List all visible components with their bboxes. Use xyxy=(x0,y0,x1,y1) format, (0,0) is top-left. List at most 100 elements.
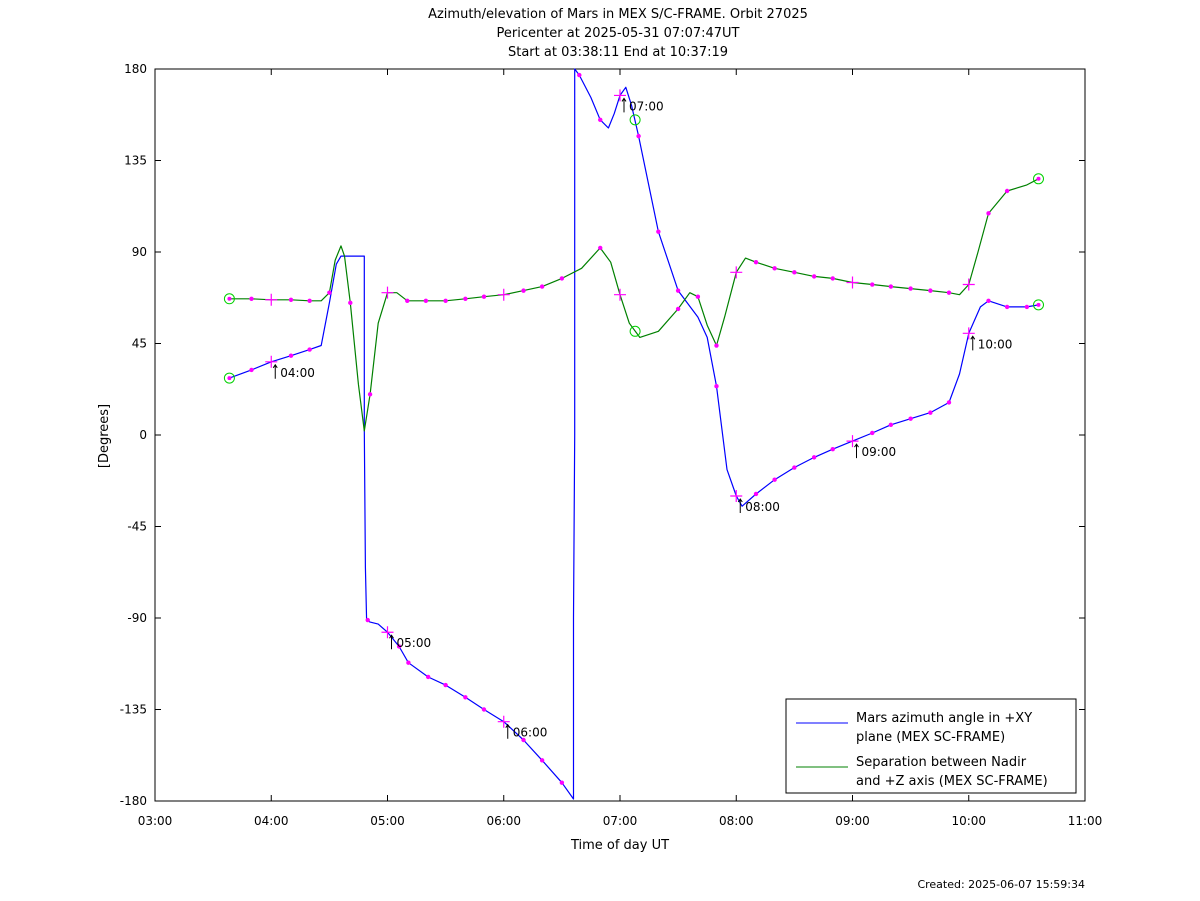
data-point-azimuth xyxy=(425,674,431,680)
data-point-azimuth xyxy=(946,400,952,405)
hour-annotations: 04:00 05:00 06:00 07:00 08:00 09:00 10:00 xyxy=(272,97,1013,740)
x-tick-label: 05:00 xyxy=(370,814,405,828)
endpoint-dot-azimuth xyxy=(1036,302,1041,307)
data-point-separation xyxy=(753,259,759,265)
data-point-separation xyxy=(792,270,797,275)
data-point-separation xyxy=(946,290,952,295)
hour-cross-separation xyxy=(614,288,626,301)
data-point-azimuth xyxy=(986,298,991,303)
x-tick-label: 10:00 xyxy=(951,814,986,828)
data-point-azimuth xyxy=(1004,304,1010,310)
hour-arrow xyxy=(970,335,976,351)
endpoint-circle-separation xyxy=(223,293,235,305)
data-point-azimuth xyxy=(443,682,448,688)
data-point-azimuth xyxy=(792,465,797,470)
data-point-azimuth xyxy=(598,117,603,123)
data-point-separation xyxy=(405,298,410,303)
data-point-azimuth xyxy=(1024,304,1030,310)
series-lines xyxy=(229,68,1039,800)
hour-label: 07:00 xyxy=(629,99,664,113)
data-point-azimuth xyxy=(888,422,894,428)
hour-cross-separation xyxy=(730,266,743,279)
data-point-separation xyxy=(249,296,254,301)
endpoint-circle-separation xyxy=(1033,173,1044,185)
x-tick-label: 04:00 xyxy=(254,814,289,828)
data-point-azimuth xyxy=(577,72,582,78)
x-tick-label: 07:00 xyxy=(603,814,638,828)
legend: Mars azimuth angle in +XY plane (MEX SC-… xyxy=(785,698,1077,794)
endpoint-dot-azimuth xyxy=(227,376,232,381)
hour-cross-separation xyxy=(265,293,278,306)
data-point-separation xyxy=(307,298,312,303)
data-point-separation xyxy=(1004,188,1010,194)
hour-cross-azimuth xyxy=(381,626,394,639)
hour-arrow xyxy=(621,97,627,113)
hour-arrow xyxy=(389,634,394,650)
plot-frame xyxy=(154,68,1086,802)
data-point-azimuth xyxy=(908,416,913,421)
y-tick-label: -135 xyxy=(120,703,147,717)
data-point-separation xyxy=(521,288,526,293)
data-point-azimuth xyxy=(772,477,777,482)
data-point-azimuth xyxy=(559,780,565,785)
data-point-separation xyxy=(539,284,545,289)
hour-label: 09:00 xyxy=(862,445,897,459)
hour-cross-azimuth xyxy=(497,715,510,728)
hour-label: 08:00 xyxy=(745,500,780,514)
y-tick-label: 0 xyxy=(139,428,147,442)
endpoint-dot-separation xyxy=(227,296,232,301)
x-tick-label: 06:00 xyxy=(486,814,521,828)
y-tick-label: 45 xyxy=(132,337,147,351)
x-axis-label: Time of day UT xyxy=(570,838,669,853)
data-point-azimuth xyxy=(406,660,411,665)
y-tick-label: 90 xyxy=(132,245,147,259)
data-point-azimuth xyxy=(753,491,759,497)
data-point-separation xyxy=(288,297,294,302)
x-tick-label: 08:00 xyxy=(719,814,754,828)
hour-cross-azimuth xyxy=(614,89,626,102)
data-point-separation xyxy=(348,300,353,306)
hour-cross-separation xyxy=(962,278,975,291)
pericenter-circle xyxy=(629,114,641,126)
chart-subtitle-pericenter: Pericenter at 2025-05-31 07:07:47UT xyxy=(496,26,739,41)
data-point-separation xyxy=(559,276,565,281)
x-tick-label: 11:00 xyxy=(1068,814,1103,828)
hour-cross-azimuth xyxy=(265,355,278,368)
data-point-separation xyxy=(423,298,429,303)
data-point-azimuth xyxy=(365,617,370,623)
axis-ticks: 03:00 04:00 05:00 06:00 07:00 08:00 09:00 10:00… xyxy=(120,62,1103,828)
hour-cross-azimuth xyxy=(846,435,859,448)
hour-label: 10:00 xyxy=(978,337,1013,351)
hour-arrow xyxy=(737,498,743,513)
y-tick-label: -180 xyxy=(120,794,147,808)
legend-label-separation-line2: and +Z axis (MEX SC-FRAME) xyxy=(856,774,1048,789)
data-point-separation xyxy=(481,294,487,299)
y-axis-label: [Degrees] xyxy=(97,404,112,468)
data-point-separation xyxy=(327,290,332,295)
data-point-separation xyxy=(888,284,894,289)
legend-label-azimuth-line1: Mars azimuth angle in +XY xyxy=(856,711,1032,726)
hour-cross-separation xyxy=(846,276,859,289)
data-point-separation xyxy=(463,296,468,301)
hour-cross-separation xyxy=(497,288,510,301)
endpoint-circle-azimuth xyxy=(1033,299,1044,311)
y-tick-label: 135 xyxy=(124,154,147,168)
data-point-azimuth xyxy=(656,229,661,234)
series-markers xyxy=(223,72,1044,785)
data-point-azimuth xyxy=(870,430,875,436)
data-point-separation xyxy=(811,274,817,279)
hour-label: 04:00 xyxy=(280,366,315,380)
data-point-azimuth xyxy=(928,410,933,415)
hour-arrow xyxy=(854,443,859,459)
data-point-azimuth xyxy=(396,644,402,649)
hour-label: 06:00 xyxy=(513,726,548,740)
data-point-azimuth xyxy=(307,347,312,352)
data-point-azimuth xyxy=(481,707,487,712)
data-point-azimuth xyxy=(521,737,526,743)
data-point-separation xyxy=(695,294,701,299)
data-point-separation xyxy=(675,306,681,312)
legend-box xyxy=(785,698,1077,794)
created-timestamp: Created: 2025-06-07 15:59:34 xyxy=(917,878,1085,891)
x-tick-label: 09:00 xyxy=(835,814,870,828)
